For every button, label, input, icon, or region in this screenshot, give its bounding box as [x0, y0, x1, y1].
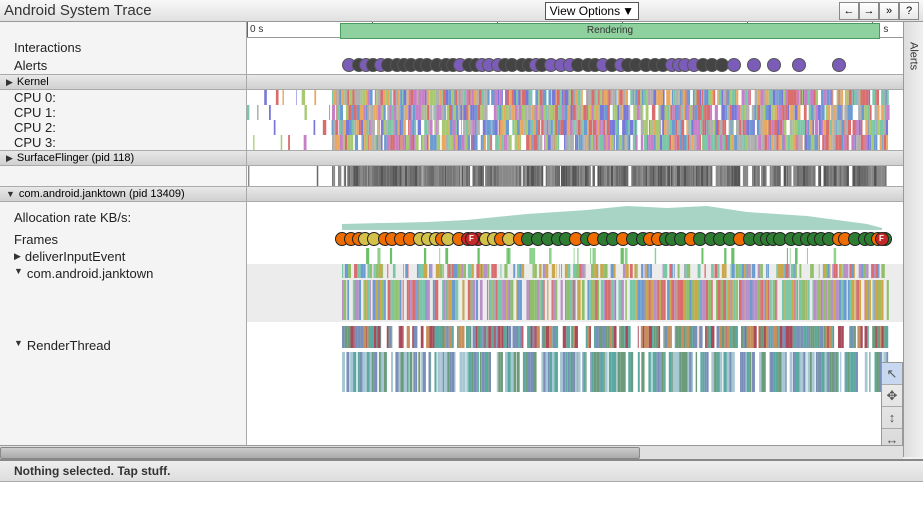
alerts-label: Alerts [0, 56, 246, 74]
collapse-icon: ▶ [6, 153, 13, 164]
frames-label: Frames [0, 230, 246, 248]
nav-more-button[interactable]: » [879, 2, 899, 20]
interactions-track[interactable]: Rendering [247, 38, 903, 56]
alerts-sidebar[interactable]: Alerts [903, 22, 923, 457]
nav-left-button[interactable]: ← [839, 2, 859, 20]
pan-tool[interactable]: ✥ [882, 385, 902, 407]
jankthread-label[interactable]: ▼com.android.janktown [0, 264, 246, 326]
view-options-label: View Options [550, 4, 620, 18]
nav-right-button[interactable]: → [859, 2, 879, 20]
footer-message: Nothing selected. Tap stuff. [0, 461, 923, 482]
surfaceflinger-section[interactable]: ▶SurfaceFlinger (pid 118) [0, 150, 246, 166]
collapse-icon: ▶ [6, 77, 13, 88]
help-button[interactable]: ? [899, 2, 919, 20]
tool-panel: ↖ ✥ ↕ ↔ [881, 362, 903, 452]
cpu1-track[interactable] [247, 105, 903, 120]
cpu0-track[interactable] [247, 90, 903, 105]
jankthread-track[interactable] [247, 264, 903, 322]
kernel-section[interactable]: ▶Kernel [0, 74, 246, 90]
deliver-track[interactable] [247, 248, 903, 264]
cpu1-label: CPU 1: [0, 105, 246, 120]
cpu2-track[interactable] [247, 120, 903, 135]
view-options-dropdown[interactable]: View Options ▼ [545, 2, 639, 20]
scrollbar-thumb[interactable] [0, 447, 640, 459]
alloc-label: Allocation rate KB/s: [0, 202, 246, 230]
horizontal-scrollbar[interactable] [0, 445, 903, 459]
cpu3-label: CPU 3: [0, 135, 246, 150]
renderthread-track[interactable] [247, 326, 903, 396]
render-label[interactable]: ▼RenderThread [0, 326, 246, 386]
cpu3-track[interactable] [247, 135, 903, 150]
cpu0-label: CPU 0: [0, 90, 246, 105]
app-title: Android System Trace [4, 2, 545, 19]
alerts-sidebar-label: Alerts [908, 42, 920, 70]
interactions-label: Interactions [0, 38, 246, 56]
surfaceflinger-track[interactable] [247, 166, 903, 186]
collapse-icon: ▶ [14, 251, 21, 262]
alloc-track[interactable] [247, 202, 903, 230]
expand-icon: ▼ [14, 338, 23, 348]
expand-icon: ▼ [6, 189, 15, 199]
expand-icon: ▼ [14, 266, 23, 276]
rendering-bar[interactable]: Rendering [340, 23, 880, 39]
janktown-section[interactable]: ▼com.android.janktown (pid 13409) [0, 186, 246, 202]
cpu2-label: CPU 2: [0, 120, 246, 135]
chevron-down-icon: ▼ [622, 4, 634, 18]
zoom-vert-tool[interactable]: ↕ [882, 407, 902, 429]
deliver-label[interactable]: ▶deliverInputEvent [0, 248, 246, 264]
cursor-tool[interactable]: ↖ [882, 363, 902, 385]
alerts-track[interactable] [247, 56, 903, 74]
frames-track[interactable]: FF [247, 230, 903, 248]
